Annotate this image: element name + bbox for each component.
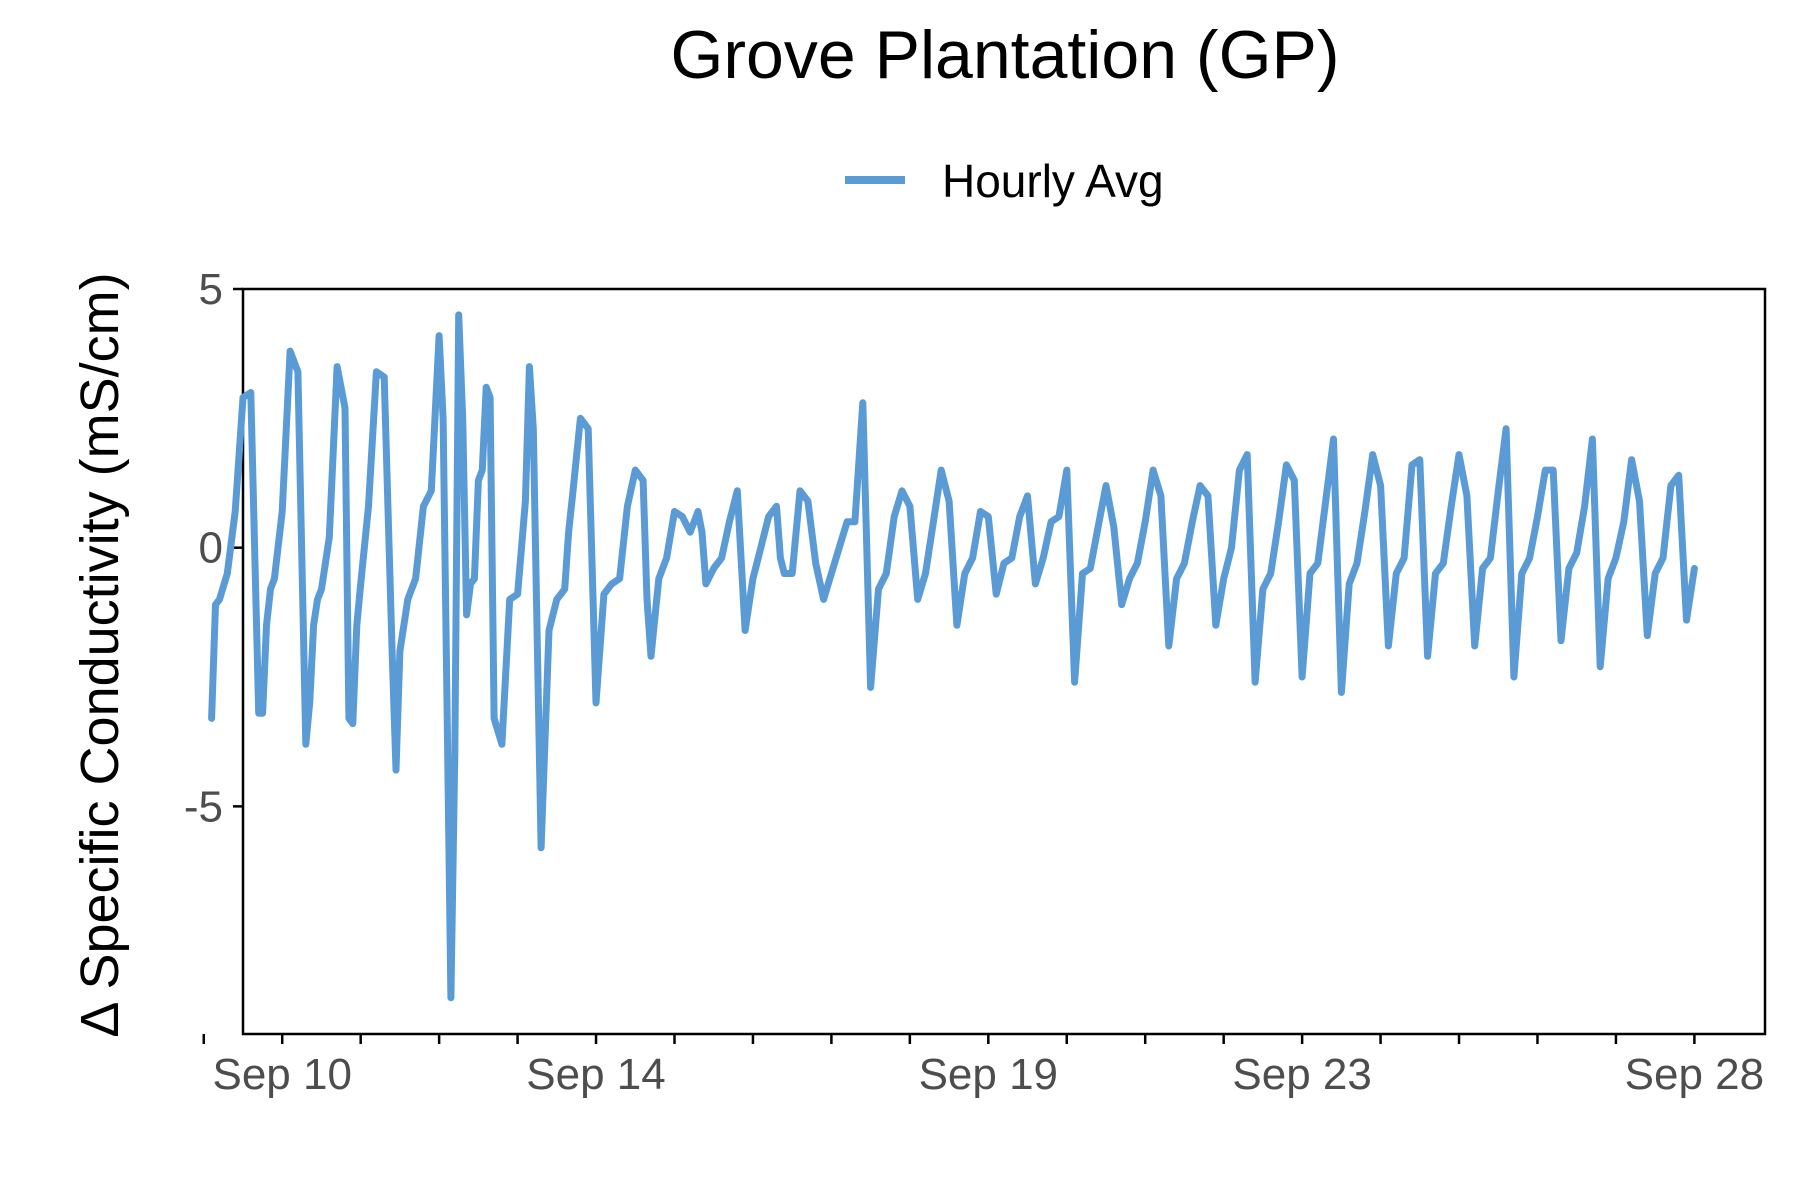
y-tick-label: -5 — [184, 782, 223, 831]
y-axis-label: Δ Specific Conductivity (mS/cm) — [70, 272, 130, 1037]
y-ticks: 5 0 -5 — [184, 265, 243, 831]
y-tick-label: 0 — [199, 524, 223, 573]
x-tick-label: Sep 14 — [526, 1050, 665, 1099]
plot-panel — [241, 287, 1767, 1036]
y-tick-label: 5 — [199, 265, 223, 314]
x-tick-label: Sep 19 — [919, 1050, 1058, 1099]
legend-label: Hourly Avg — [942, 155, 1164, 207]
x-tick-label: Sep 28 — [1625, 1050, 1764, 1099]
x-tick-label: Sep 10 — [212, 1050, 351, 1099]
series-line-hourly-avg — [208, 311, 1698, 1002]
x-ticks: Sep 10 Sep 14 Sep 19 Sep 23 Sep 28 — [202, 1034, 1764, 1099]
chart-title: Grove Plantation (GP) — [671, 17, 1340, 93]
x-tick-label: Sep 23 — [1232, 1050, 1371, 1099]
legend: Hourly Avg — [845, 155, 1164, 207]
